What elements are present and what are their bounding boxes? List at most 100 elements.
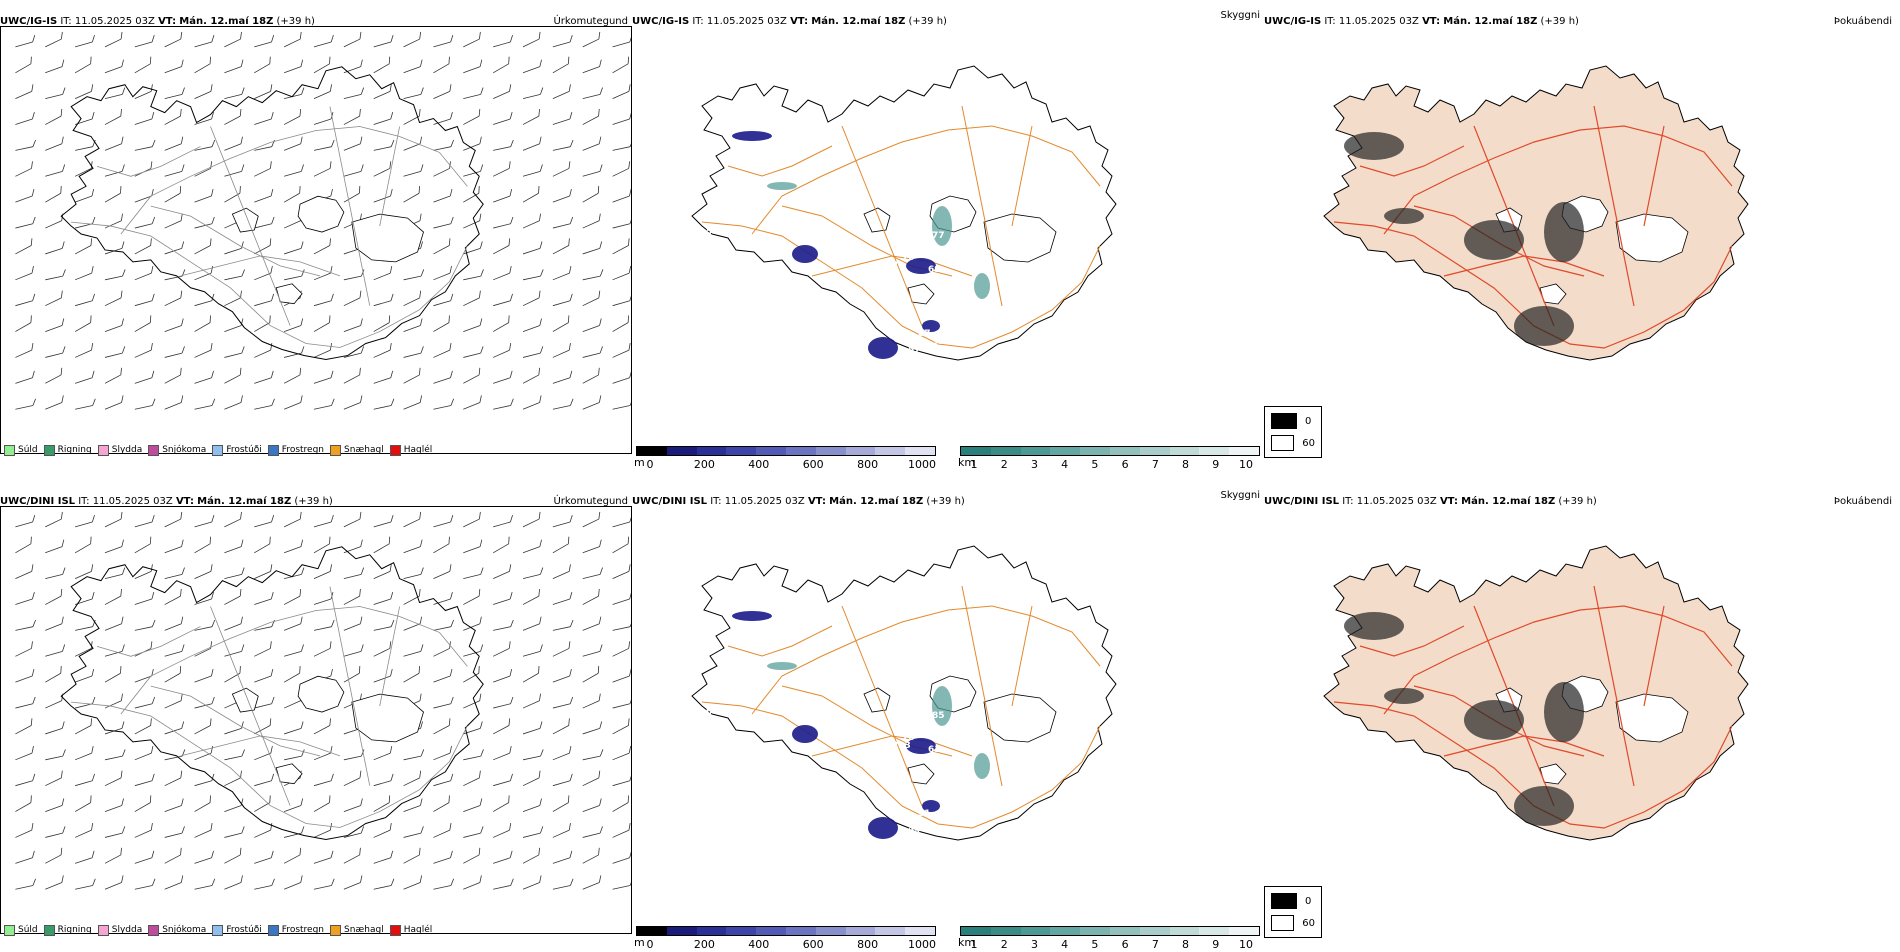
barb-shaft [463, 402, 481, 410]
road [379, 126, 400, 227]
barb-shaft [373, 91, 391, 100]
barb-flag [478, 186, 480, 194]
barb-shaft [522, 275, 541, 281]
barb-shaft [164, 352, 183, 358]
legend-item: Slydda [97, 924, 142, 936]
barb-shaft [313, 521, 332, 528]
barb-flag [30, 56, 32, 64]
barb-flag [271, 398, 275, 406]
barb-shaft [493, 300, 511, 307]
barb-shaft [522, 854, 540, 864]
barb-shaft [283, 672, 300, 683]
barb-flag [539, 136, 542, 144]
barb-shaft [45, 882, 63, 890]
wind-barb [15, 718, 33, 735]
wind-barb [612, 850, 631, 864]
legend-item: Snjókoma [148, 924, 206, 936]
wind-barb [582, 847, 600, 864]
colorbar-bin [961, 447, 991, 455]
barb-shaft [463, 882, 481, 890]
barb-shaft [433, 63, 450, 74]
wind-barb [403, 346, 424, 358]
barb-flag [91, 35, 95, 43]
barb-shaft [403, 832, 422, 838]
wind-barb [224, 108, 242, 125]
wind-barb [373, 641, 392, 657]
wind-barb [45, 666, 62, 683]
barb-shaft [493, 626, 511, 631]
barb-flag [390, 619, 395, 627]
wind-barb [194, 84, 213, 100]
barb-flag [31, 265, 34, 274]
barb-shaft [373, 405, 392, 410]
wind-barb [254, 850, 274, 864]
wind-barb [522, 186, 540, 203]
wind-barb [164, 588, 182, 605]
wind-barb [74, 718, 93, 735]
barb-shaft [134, 780, 153, 787]
barb-flag [450, 35, 454, 43]
barb-flag [629, 850, 631, 858]
barb-shaft [373, 675, 391, 683]
barb-flag [569, 216, 574, 224]
barb-flag [121, 164, 125, 172]
wind-barb [433, 216, 454, 229]
barb-shaft [433, 223, 451, 229]
wind-barb [552, 84, 571, 100]
barb-shaft [194, 146, 213, 151]
barb-flag [569, 773, 573, 781]
barb-shaft [254, 725, 271, 735]
barb-flag [241, 644, 245, 652]
legend-swatch [97, 924, 109, 936]
barb-shaft [612, 223, 631, 229]
barb-flag [598, 588, 600, 597]
fog-area [1514, 306, 1574, 346]
barb-flag [540, 749, 544, 757]
legend-item: Súld [4, 924, 38, 936]
barb-flag [61, 318, 65, 326]
visibility-area [974, 273, 990, 299]
barb-flag [419, 693, 422, 701]
barb-flag [388, 315, 391, 323]
barb-flag [151, 668, 154, 677]
barb-shaft [373, 272, 391, 281]
barb-shaft [75, 626, 93, 631]
wind-barb [612, 139, 631, 151]
colorbar-unit: m [634, 456, 645, 469]
wind-barb [612, 315, 629, 332]
barb-shaft [373, 885, 392, 890]
barb-shaft [283, 192, 300, 203]
colorbar-bin [1020, 447, 1051, 455]
wind-barb [284, 616, 303, 631]
barb-flag [211, 850, 214, 858]
wind-barb [373, 878, 395, 890]
wind-barb [74, 668, 95, 683]
barb-flag [181, 539, 184, 547]
barb-shaft [74, 272, 92, 281]
vt-label: VT: [1439, 496, 1458, 507]
barb-flag [120, 666, 122, 674]
fog-area [1384, 688, 1424, 704]
barb-shaft [254, 543, 271, 554]
cloud-base-label: 63 [928, 745, 941, 755]
wind-barb [522, 318, 542, 332]
barb-flag [359, 511, 362, 520]
wind-barb [463, 59, 483, 74]
wind-barb [254, 591, 274, 605]
legend-label: Snjókoma [162, 445, 207, 455]
wind-barb [313, 293, 334, 307]
colorbar-bin [845, 447, 876, 455]
barb-flag [480, 269, 484, 277]
wind-barb [75, 773, 95, 787]
wind-barb [74, 536, 92, 554]
barb-flag [61, 875, 64, 883]
wind-barb [224, 567, 245, 580]
wind-barb [45, 108, 63, 125]
barb-flag [90, 718, 93, 726]
barb-flag [420, 269, 425, 277]
visibility-colorbar: 1 2 3 4 5 6 7 8 9 10 km [958, 446, 1260, 472]
wind-barb [313, 536, 331, 554]
wind-barb [134, 216, 156, 229]
barb-flag [271, 293, 275, 301]
wind-barb [433, 35, 454, 48]
